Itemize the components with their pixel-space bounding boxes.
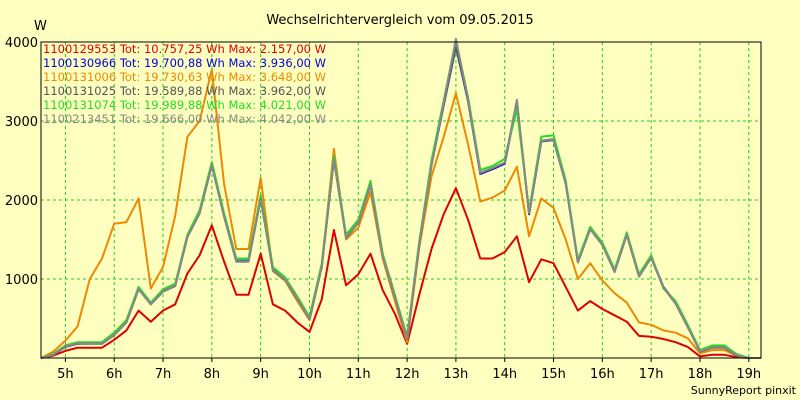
x-tick-label: 17h — [639, 367, 664, 382]
series-line-1100129553 — [40, 187, 761, 359]
legend-entry-1100131025: 1100131025 Tot: 19.589,88 Wh Max: 3.962,… — [43, 84, 326, 98]
x-tick-label: 18h — [688, 367, 713, 382]
legend-entry-1100213451: 1100213451 Tot: 19.666,00 Wh Max: 4.042,… — [43, 112, 326, 126]
y-tick-label: 1000 — [5, 273, 38, 288]
x-tick-label: 12h — [395, 367, 420, 382]
x-tick-label: 6h — [106, 367, 123, 382]
legend: 1100129553 Tot: 10.757,25 Wh Max: 2.157,… — [43, 42, 326, 126]
y-tick-label: 3000 — [5, 115, 38, 130]
series-lines — [40, 37, 761, 359]
y-tick-label: 4000 — [5, 36, 38, 51]
x-tick-label: 14h — [492, 367, 517, 382]
tick-labels: 1000 2000 3000 4000 5h 6h 7h 8h 9h 10h 11h 12h 13h 14… — [5, 36, 761, 382]
series-line-1100213451 — [40, 37, 761, 359]
x-tick-label: 16h — [590, 367, 615, 382]
footer-credit: SunnyReport pinxit — [691, 384, 797, 397]
y-tick-label: 2000 — [5, 194, 38, 209]
x-tick-label: 11h — [346, 367, 371, 382]
x-tick-label: 9h — [252, 367, 269, 382]
axes — [40, 41, 762, 362]
x-tick-label: 8h — [204, 367, 221, 382]
x-tick-label: 13h — [444, 367, 469, 382]
legend-entry-1100129553: 1100129553 Tot: 10.757,25 Wh Max: 2.157,… — [43, 42, 326, 56]
x-tick-label: 5h — [57, 367, 74, 382]
x-tick-label: 7h — [155, 367, 172, 382]
chart-title: Wechselrichtervergleich vom 09.05.2015 — [266, 13, 533, 28]
plot-area-frame — [40, 41, 762, 359]
legend-entry-1100131074: 1100131074 Tot: 19.989,88 Wh Max: 4.021,… — [43, 98, 326, 112]
x-tick-label: 19h — [736, 367, 761, 382]
legend-entry-1100130966: 1100130966 Tot: 19.700,88 Wh Max: 3.936,… — [43, 56, 326, 70]
x-tick-label: 10h — [297, 367, 322, 382]
y-axis-unit: W — [34, 19, 47, 34]
legend-entry-1100131006: 1100131006 Tot: 19.730,63 Wh Max: 3.648,… — [43, 70, 326, 84]
x-tick-label: 15h — [541, 367, 566, 382]
